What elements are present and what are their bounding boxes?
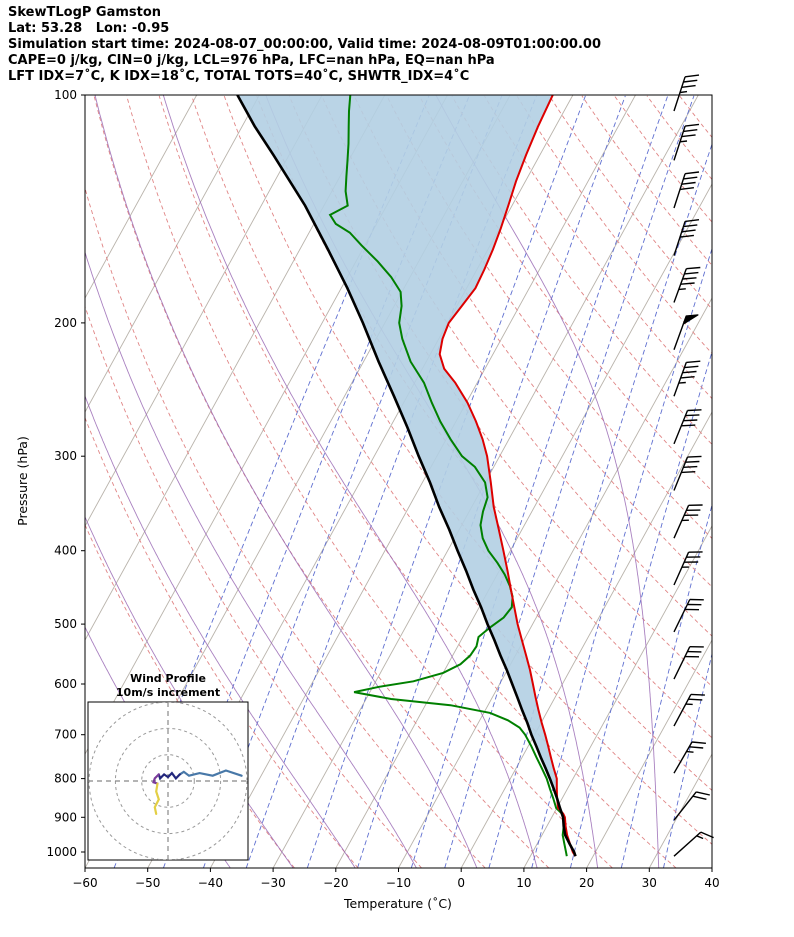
x-tick-label: −50 <box>135 876 160 890</box>
hodograph-box-group <box>87 701 249 861</box>
wind-barb <box>673 504 703 539</box>
y-tick-label: 900 <box>54 810 77 824</box>
hodograph-inset <box>87 701 249 861</box>
x-tick-label: −60 <box>72 876 97 890</box>
y-tick-label: 300 <box>54 449 77 463</box>
x-tick-label: −20 <box>323 876 348 890</box>
wind-barb <box>673 219 700 256</box>
cape-cin-shade <box>237 95 569 839</box>
wind-barb <box>673 551 703 586</box>
wind-barb <box>673 646 704 680</box>
hodograph-trace <box>153 782 160 815</box>
plot-frame: −60 −50 −40 −30 −20 −10 0 10 20 30 40 100 200 300 400 5… <box>46 88 719 890</box>
x-tick-label: 20 <box>579 876 594 890</box>
wind-barb <box>673 314 699 350</box>
hodograph-trace <box>178 769 243 777</box>
sounding-profiles <box>236 95 577 857</box>
wind-barb <box>673 74 700 112</box>
wind-barbs <box>673 74 714 857</box>
x-tick-label: −40 <box>198 876 223 890</box>
wind-barb <box>673 598 704 633</box>
stability-indices-2: LFT IDX=7˚C, K IDX=18˚C, TOTAL TOTS=40˚C… <box>8 69 470 84</box>
wind-barb <box>673 123 700 161</box>
stability-indices-1: CAPE=0 j/kg, CIN=0 j/kg, LCL=976 hPa, LF… <box>8 53 495 68</box>
x-tick-label: −30 <box>260 876 285 890</box>
axes-frame: −60 −50 −40 −30 −20 −10 0 10 20 30 40 100 200 300 400 5… <box>46 88 719 890</box>
y-tick-label: 600 <box>54 677 77 691</box>
wind-barb <box>673 831 714 857</box>
x-tick-label: 40 <box>704 876 719 890</box>
wind-barb-column <box>673 74 714 857</box>
y-tick-label: 500 <box>54 617 77 631</box>
x-tick-label: 0 <box>457 876 465 890</box>
wind-barb <box>673 266 701 303</box>
chart-title: SkewTLogP Gamston <box>8 5 162 20</box>
wind-barb <box>673 791 710 821</box>
y-tick-label: 400 <box>54 544 77 558</box>
x-axis-label: Temperature (˚C) <box>343 896 452 911</box>
header: SkewTLogP Gamston Lat: 53.28 Lon: -0.95 … <box>8 5 601 85</box>
y-tick-label: 700 <box>54 728 77 742</box>
parcel-curve <box>236 95 577 857</box>
inset-title-line2: 10m/s increment <box>116 686 220 699</box>
wind-barb <box>673 409 702 445</box>
hodograph-trace <box>152 773 160 785</box>
wind-barb <box>673 171 700 209</box>
x-tick-label: 30 <box>642 876 657 890</box>
dewpoint-curve <box>328 95 568 857</box>
wind-barb <box>673 741 706 774</box>
wind-barb <box>673 360 701 397</box>
wind-barb <box>673 455 702 491</box>
station-coordinates: Lat: 53.28 Lon: -0.95 <box>8 21 170 36</box>
simulation-times: Simulation start time: 2024-08-07_00:00:… <box>8 37 601 52</box>
hodograph-ring <box>141 754 195 808</box>
y-tick-label: 1000 <box>46 845 77 859</box>
x-tick-label: 10 <box>516 876 531 890</box>
y-axis-label: Pressure (hPa) <box>15 436 30 526</box>
moist-adiabats <box>85 95 660 868</box>
y-tick-label: 800 <box>54 772 77 786</box>
wind-barb <box>673 693 705 727</box>
inset-title-line1: Wind Profile <box>130 672 206 685</box>
y-tick-label: 200 <box>54 316 77 330</box>
x-tick-label: −10 <box>386 876 411 890</box>
hodograph-trace <box>157 771 181 781</box>
y-tick-label: 100 <box>54 88 77 102</box>
